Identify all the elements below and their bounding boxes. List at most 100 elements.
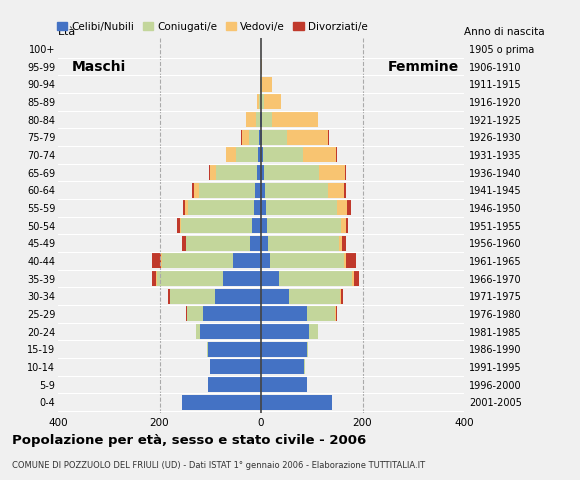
Bar: [262, 112, 272, 127]
Bar: [188, 201, 254, 216]
Bar: [252, 218, 261, 233]
Bar: [340, 289, 343, 304]
Bar: [261, 165, 263, 180]
Bar: [153, 271, 157, 286]
Bar: [261, 130, 262, 145]
Bar: [320, 165, 345, 180]
Bar: [340, 218, 346, 233]
Bar: [249, 130, 259, 145]
Bar: [346, 218, 348, 233]
Bar: [344, 183, 346, 198]
Bar: [339, 236, 342, 251]
Bar: [263, 147, 303, 162]
Bar: [337, 201, 347, 216]
Bar: [262, 130, 288, 145]
Bar: [215, 289, 261, 304]
Bar: [242, 130, 249, 145]
Bar: [263, 95, 281, 109]
Bar: [261, 59, 262, 74]
Bar: [223, 271, 261, 286]
Bar: [259, 95, 261, 109]
Bar: [261, 236, 268, 251]
Bar: [194, 183, 199, 198]
Bar: [263, 165, 320, 180]
Bar: [346, 253, 356, 268]
Bar: [181, 218, 252, 233]
Bar: [254, 201, 261, 216]
Bar: [259, 130, 261, 145]
Bar: [162, 253, 233, 268]
Bar: [289, 289, 340, 304]
Bar: [210, 360, 261, 374]
Bar: [182, 395, 261, 410]
Bar: [279, 271, 353, 286]
Bar: [206, 342, 208, 357]
Bar: [344, 253, 346, 268]
Bar: [157, 271, 223, 286]
Bar: [210, 165, 216, 180]
Bar: [261, 95, 263, 109]
Bar: [261, 395, 332, 410]
Bar: [241, 130, 242, 145]
Bar: [255, 183, 261, 198]
Bar: [307, 306, 335, 322]
Bar: [309, 324, 318, 339]
Bar: [353, 271, 354, 286]
Bar: [268, 236, 339, 251]
Bar: [200, 324, 261, 339]
Bar: [261, 360, 304, 374]
Bar: [261, 342, 307, 357]
Bar: [328, 183, 344, 198]
Legend: Celibi/Nubili, Coniugati/e, Vedovi/e, Divorziati/e: Celibi/Nubili, Coniugati/e, Vedovi/e, Di…: [53, 17, 372, 36]
Bar: [183, 201, 186, 216]
Bar: [342, 236, 346, 251]
Bar: [186, 236, 250, 251]
Bar: [202, 306, 261, 322]
Bar: [261, 289, 289, 304]
Bar: [261, 253, 270, 268]
Bar: [161, 253, 162, 268]
Bar: [262, 77, 272, 92]
Bar: [209, 165, 210, 180]
Bar: [345, 165, 346, 180]
Bar: [168, 289, 169, 304]
Bar: [270, 253, 344, 268]
Bar: [208, 342, 261, 357]
Bar: [261, 271, 279, 286]
Bar: [336, 147, 337, 162]
Bar: [186, 306, 187, 322]
Bar: [303, 147, 336, 162]
Text: Popolazione per età, sesso e stato civile - 2006: Popolazione per età, sesso e stato civil…: [12, 434, 366, 447]
Text: Anno di nascita: Anno di nascita: [464, 26, 545, 36]
Bar: [152, 253, 161, 268]
Bar: [307, 342, 308, 357]
Bar: [288, 130, 328, 145]
Text: COMUNE DI POZZUOLO DEL FRIULI (UD) - Dati ISTAT 1° gennaio 2006 - Elaborazione T: COMUNE DI POZZUOLO DEL FRIULI (UD) - Dat…: [12, 461, 425, 470]
Bar: [246, 112, 256, 127]
Bar: [233, 253, 261, 268]
Bar: [328, 130, 329, 145]
Bar: [272, 112, 318, 127]
Bar: [169, 289, 215, 304]
Bar: [193, 183, 194, 198]
Bar: [335, 306, 336, 322]
Bar: [187, 306, 202, 322]
Bar: [257, 165, 261, 180]
Bar: [261, 218, 267, 233]
Bar: [354, 271, 359, 286]
Bar: [257, 95, 259, 109]
Bar: [196, 324, 200, 339]
Bar: [261, 183, 265, 198]
Bar: [235, 147, 259, 162]
Bar: [199, 183, 255, 198]
Bar: [266, 201, 337, 216]
Bar: [180, 218, 181, 233]
Bar: [208, 377, 261, 392]
Bar: [259, 147, 261, 162]
Bar: [250, 236, 261, 251]
Text: Maschi: Maschi: [71, 60, 126, 73]
Bar: [260, 112, 261, 127]
Bar: [265, 183, 328, 198]
Bar: [267, 218, 340, 233]
Bar: [260, 77, 261, 92]
